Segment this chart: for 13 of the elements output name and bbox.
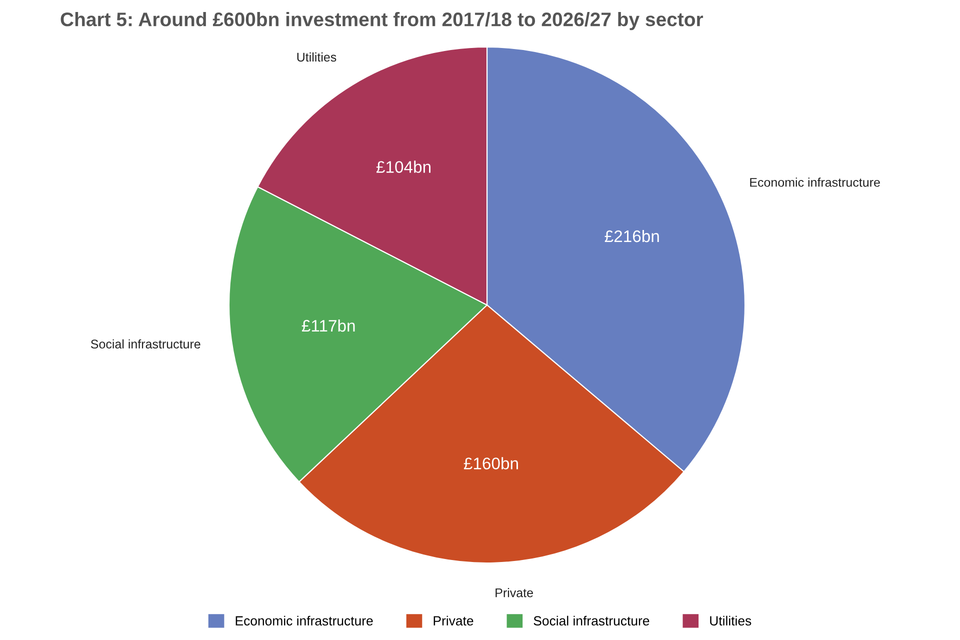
legend-label: Social infrastructure xyxy=(534,616,650,626)
data-label: £117bn xyxy=(302,319,355,332)
slice-label: Social infrastructure xyxy=(90,339,200,349)
slice-label: Private xyxy=(496,588,533,598)
legend-label: Utilities xyxy=(710,616,752,626)
data-label: £160bn xyxy=(464,457,518,470)
legend-label: Economic infrastructure xyxy=(236,616,373,626)
slice-label: Economic infrastructure xyxy=(750,178,880,187)
legend-label: Private xyxy=(434,616,474,626)
slice-label: Utilities xyxy=(297,52,336,62)
data-label: £216bn xyxy=(604,230,659,242)
chart-title: Chart 5: Around £600bn investment from 2017/18 to 2026/27 by sector xyxy=(60,12,704,30)
data-label: £104bn xyxy=(376,160,430,173)
